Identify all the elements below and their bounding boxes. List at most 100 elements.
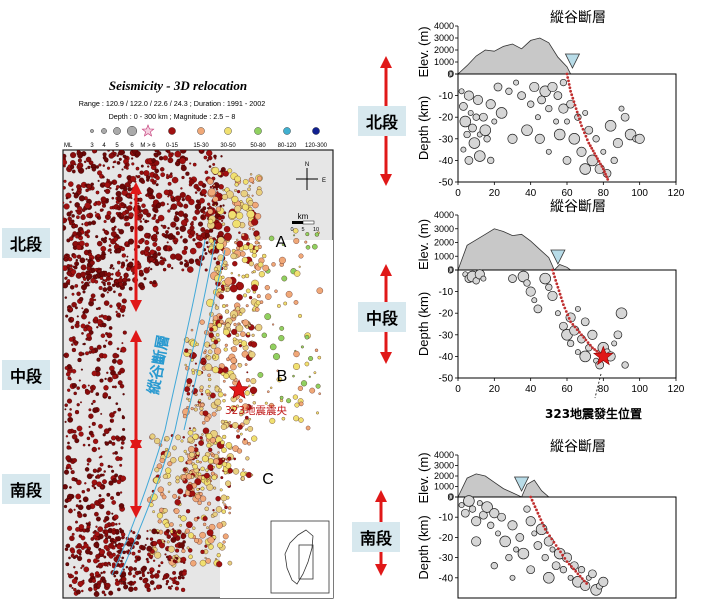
earthquake-dot (127, 238, 135, 245)
earthquake-dot (207, 349, 213, 355)
earthquake-dot (102, 164, 106, 167)
event-point (468, 137, 481, 149)
earthquake-dot (197, 221, 204, 227)
elev-tick-label: 3000 (434, 33, 454, 43)
earthquake-dot (67, 525, 73, 531)
earthquake-dot (217, 288, 222, 293)
earthquake-dot (204, 233, 211, 239)
earthquake-dot (279, 395, 284, 400)
earthquake-dot (167, 226, 170, 230)
fault-trace-dot (550, 537, 554, 541)
earthquake-dot (239, 432, 243, 436)
event-point (541, 553, 549, 562)
earthquake-dot (86, 213, 91, 218)
earthquake-dot (248, 177, 255, 183)
earthquake-dot (174, 150, 182, 158)
earthquake-dot (246, 210, 255, 219)
earthquake-dot (112, 267, 115, 270)
earthquake-dot (76, 254, 82, 259)
event-point (612, 138, 623, 149)
earthquake-dot (159, 167, 165, 172)
earthquake-dot (162, 155, 168, 161)
event-point (471, 536, 482, 547)
earthquake-dot (74, 202, 80, 208)
event-point (463, 130, 471, 139)
earthquake-dot (68, 236, 74, 241)
earthquake-dot (172, 559, 177, 563)
earthquake-dot (113, 151, 117, 156)
event-point (539, 272, 551, 285)
earthquake-dot (67, 306, 71, 310)
earthquake-dot (175, 580, 180, 586)
earthquake-dot (206, 392, 211, 397)
earthquake-dot (161, 232, 166, 237)
earthquake-dot (122, 314, 125, 317)
earthquake-dot (172, 570, 177, 575)
earthquake-dot (177, 495, 181, 499)
fault-trace-dot (548, 534, 551, 538)
earthquake-dot (102, 238, 107, 244)
earthquake-dot (137, 202, 140, 205)
earthquake-dot (141, 573, 146, 578)
earthquake-dot (64, 366, 69, 370)
earthquake-dot (234, 189, 238, 192)
earthquake-dot (71, 301, 77, 308)
fault-trace-dot (546, 531, 549, 534)
earthquake-dot (240, 190, 248, 198)
earthquake-dot (254, 213, 262, 220)
earthquake-dot (318, 392, 321, 395)
earthquake-dot (81, 589, 84, 593)
earthquake-dot (222, 399, 226, 403)
earthquake-dot (108, 553, 114, 559)
earthquake-dot (128, 537, 135, 544)
earthquake-dot (101, 182, 106, 186)
event-point (613, 330, 623, 340)
earthquake-dot (92, 531, 96, 534)
earthquake-dot (170, 457, 177, 464)
earthquake-dot (86, 436, 91, 441)
earthquake-dot (276, 369, 280, 373)
earthquake-dot (70, 549, 76, 554)
earthquake-dot (71, 214, 75, 218)
earthquake-dot (153, 587, 157, 591)
earthquake-dot (77, 555, 83, 562)
earthquake-dot (70, 164, 75, 170)
arrow-north-map-head-down (130, 300, 142, 312)
earthquake-dot (230, 272, 233, 275)
earthquake-dot (69, 535, 75, 542)
earthquake-dot (170, 203, 178, 210)
earthquake-dot (173, 576, 177, 580)
earthquake-dot (214, 305, 219, 310)
earthquake-dot (135, 175, 138, 178)
fault-trace-dot (569, 89, 572, 93)
earthquake-dot (177, 488, 184, 495)
earthquake-dot (89, 161, 93, 165)
earthquake-dot (140, 545, 146, 551)
earthquake-dot (103, 544, 109, 550)
x-tick-label: 60 (561, 384, 573, 395)
earthquake-dot (166, 263, 172, 268)
fault-trace-dot (539, 518, 543, 521)
earthquake-dot (151, 528, 158, 535)
event-point (517, 91, 526, 100)
event-point (490, 562, 498, 570)
fault-trace-dot (591, 149, 595, 153)
event-point (499, 535, 511, 548)
elev-tick-label: 2000 (434, 45, 454, 55)
earthquake-dot (167, 209, 171, 213)
earthquake-dot (164, 439, 166, 442)
event-point (487, 156, 495, 165)
earthquake-dot (108, 237, 112, 241)
earthquake-dot (84, 389, 91, 395)
fault-trace-dot (580, 333, 583, 337)
earthquake-dot (195, 459, 200, 464)
x-tick-label: 80 (598, 384, 610, 395)
earthquake-dot (128, 286, 133, 291)
earthquake-dot (63, 186, 66, 190)
earthquake-dot (274, 289, 278, 293)
earthquake-dot (71, 434, 78, 440)
earthquake-dot (111, 435, 116, 441)
earthquake-dot (118, 150, 125, 156)
fault-trace-dot (556, 285, 560, 289)
earthquake-dot (248, 384, 251, 388)
